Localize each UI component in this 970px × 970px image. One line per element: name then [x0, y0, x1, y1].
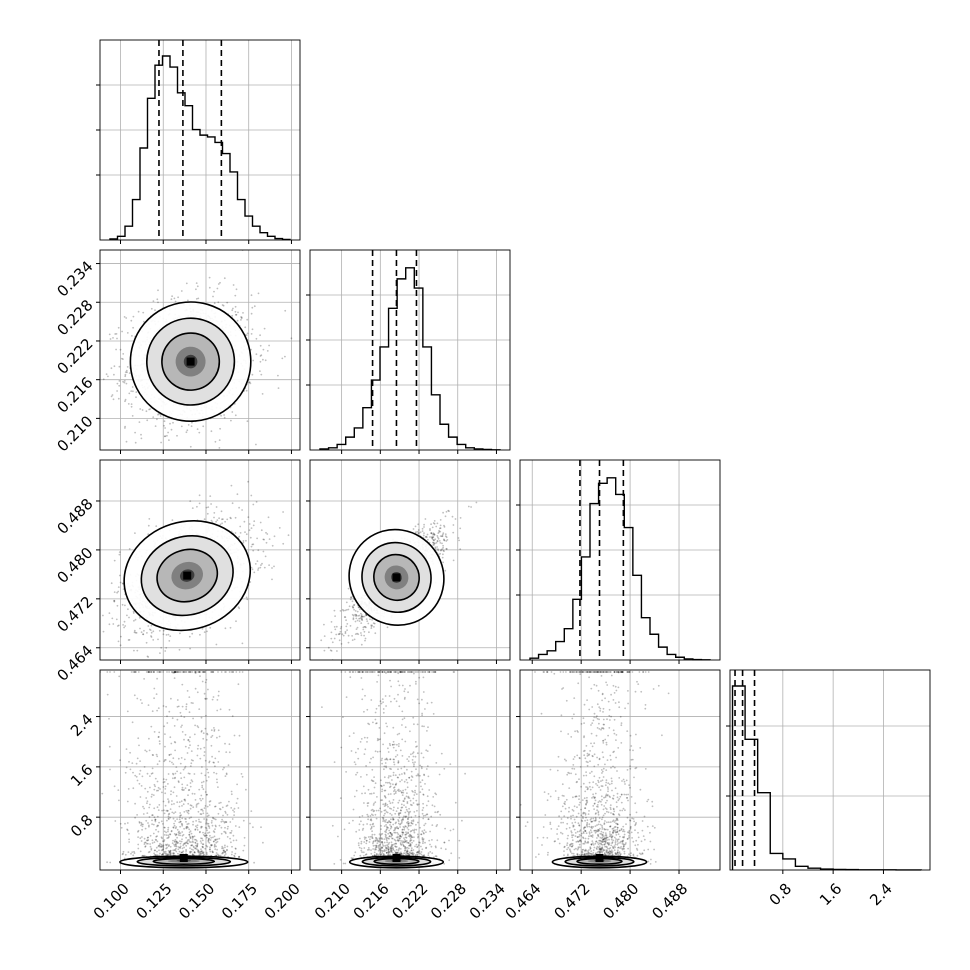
x-tick-label: 2.4 — [866, 880, 896, 910]
scatter-panel-bg — [100, 670, 300, 870]
x-tick-label: 0.216 — [350, 880, 393, 923]
x-tick-label: 0.100 — [90, 880, 133, 923]
x-tick-label: 0.175 — [218, 880, 261, 923]
density-peak — [392, 854, 401, 862]
scatter-cloud — [102, 250, 293, 450]
hist-frame — [309, 249, 511, 451]
hist-frame — [99, 39, 301, 241]
y-tick-label: 0.228 — [53, 296, 96, 339]
hist-panel-bg — [730, 670, 930, 870]
scatter-cloud — [520, 671, 670, 869]
y-tick-label: 0.216 — [53, 373, 96, 416]
x-tick-label: 0.150 — [175, 880, 218, 923]
scatter-frame — [519, 669, 721, 871]
y-tick-label: 0.472 — [53, 593, 96, 636]
scatter-panel-0-3 — [96, 669, 301, 874]
x-tick-label: 0.8 — [766, 880, 796, 910]
hist-panel-3 — [726, 669, 931, 874]
scatter-cloud — [321, 671, 466, 869]
scatter-panel-1-3 — [306, 669, 511, 874]
y-tick-label: 0.464 — [53, 642, 96, 685]
scatter-frame — [309, 669, 511, 871]
scatter-cloud — [102, 480, 290, 658]
scatter-cloud — [320, 501, 478, 660]
y-tick-label: 0.234 — [53, 257, 96, 300]
hist-panel-2 — [516, 459, 721, 664]
density-peak — [179, 854, 188, 862]
hist-panel-1 — [306, 249, 511, 454]
y-tick-label: 0.210 — [53, 412, 96, 455]
hist-panel-bg — [520, 460, 720, 660]
hist-panel-bg — [100, 40, 300, 240]
scatter-panel-0-2 — [96, 459, 301, 664]
y-tick-label: 0.488 — [53, 495, 96, 538]
scatter-panel-1-2 — [306, 459, 511, 664]
density-peak — [392, 573, 401, 582]
hist-panel-bg — [310, 250, 510, 450]
scatter-frame — [309, 459, 511, 661]
hist-frame — [519, 459, 721, 661]
scatter-panel-bg — [520, 670, 720, 870]
y-tick-label: 0.8 — [67, 811, 97, 841]
y-tick-label: 0.480 — [53, 544, 96, 587]
scatter-frame — [99, 669, 301, 871]
x-tick-label: 0.210 — [311, 880, 354, 923]
histogram-step-2 — [529, 477, 711, 661]
x-tick-label: 1.6 — [816, 880, 846, 910]
scatter-panel-bg — [310, 670, 510, 870]
scatter-panel-2-3 — [516, 669, 721, 874]
x-tick-label: 0.464 — [502, 880, 545, 923]
hist-panel-0 — [96, 39, 301, 244]
x-tick-label: 0.488 — [648, 880, 691, 923]
x-tick-label: 0.228 — [427, 880, 470, 923]
scatter-cloud — [100, 671, 264, 869]
x-tick-label: 0.480 — [599, 880, 642, 923]
scatter-frame — [99, 459, 301, 661]
y-tick-label: 2.4 — [67, 710, 97, 740]
y-tick-label: 1.6 — [67, 761, 97, 791]
x-tick-label: 0.234 — [466, 880, 509, 923]
x-tick-label: 0.222 — [388, 880, 431, 923]
x-tick-label: 0.200 — [261, 880, 304, 923]
x-tick-label: 0.472 — [550, 880, 593, 923]
scatter-frame — [99, 249, 301, 451]
density-peak — [183, 571, 192, 580]
density-peak — [186, 357, 195, 366]
histogram-step-1 — [319, 267, 501, 451]
y-tick-label: 0.222 — [53, 335, 96, 378]
histogram-step-0 — [109, 55, 291, 241]
density-peak — [595, 854, 604, 862]
hist-frame — [729, 669, 931, 871]
x-tick-label: 0.125 — [133, 880, 176, 923]
scatter-panel-0-1 — [96, 249, 301, 454]
